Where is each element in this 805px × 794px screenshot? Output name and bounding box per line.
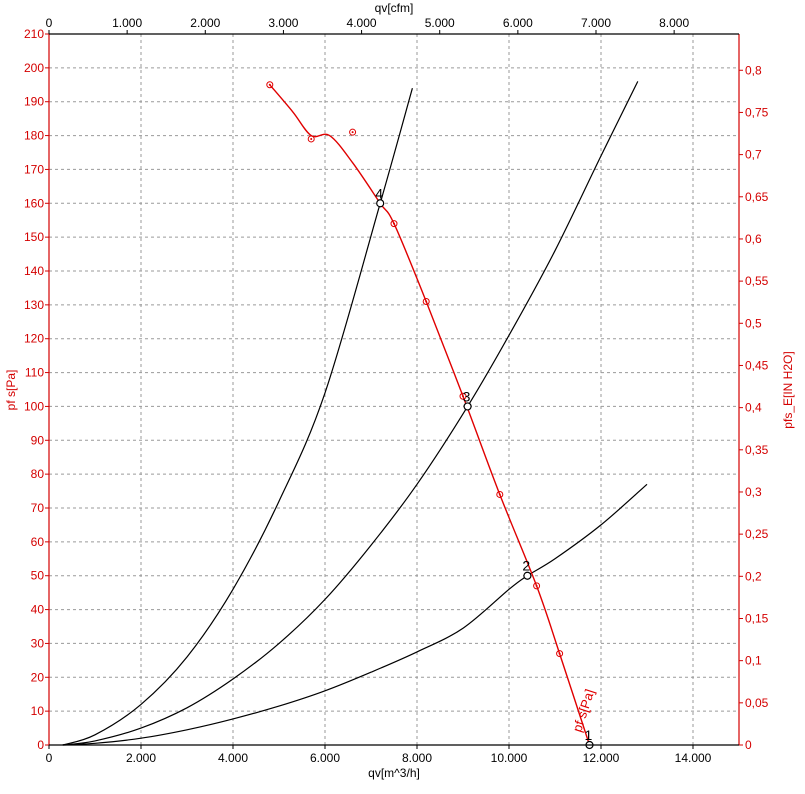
y2-tick-label: 0,5 xyxy=(745,316,762,330)
y2-tick-label: 0,3 xyxy=(745,485,762,499)
system-curve-line-2 xyxy=(62,81,639,746)
y2-tick-label: 0,65 xyxy=(745,190,769,204)
x-tick-label: 12.000 xyxy=(583,751,620,765)
fan-marker-dot xyxy=(268,83,271,86)
operating-point-label: 1 xyxy=(585,727,593,743)
y-tick-label: 10 xyxy=(31,704,45,718)
y-tick-label: 150 xyxy=(24,230,44,244)
fan-marker xyxy=(307,135,315,143)
fan-marker xyxy=(496,490,504,498)
y-tick-label: 210 xyxy=(24,27,44,41)
system-curve-line-1 xyxy=(62,88,413,746)
x2-axis-title: qv[cfm] xyxy=(375,1,414,15)
x2-tick-label: 3.000 xyxy=(268,16,298,30)
fan-markers xyxy=(266,81,564,658)
y-axis-title: pf s[Pa] xyxy=(4,370,18,411)
y-tick-label: 160 xyxy=(24,196,44,210)
x-tick-label: 6.000 xyxy=(310,751,340,765)
x2-tick-label: 7.000 xyxy=(581,16,611,30)
y-tick-label: 190 xyxy=(24,95,44,109)
x2-tick-label: 5.000 xyxy=(425,16,455,30)
y-tick-label: 80 xyxy=(31,467,45,481)
y-tick-label: 170 xyxy=(24,162,44,176)
y-tick-label: 50 xyxy=(31,569,45,583)
fan-marker-dot xyxy=(462,395,464,398)
y-tick-label: 20 xyxy=(31,670,45,684)
fan-marker-dot xyxy=(351,131,354,134)
y2-tick-label: 0,8 xyxy=(745,63,762,77)
y2-tick-label: 0,4 xyxy=(745,401,762,415)
system-curve-line-3 xyxy=(62,483,648,746)
y2-tick-label: 0,15 xyxy=(745,611,769,625)
y-tick-label: 30 xyxy=(31,636,45,650)
axes xyxy=(48,33,740,746)
fan-marker xyxy=(533,582,541,590)
y2-tick-label: 0,1 xyxy=(745,654,762,668)
operating-point-label: 2 xyxy=(522,558,530,574)
grid-lines xyxy=(48,33,739,746)
fan-marker xyxy=(266,81,274,89)
x-tick-label: 14.000 xyxy=(675,751,712,765)
fan-marker xyxy=(459,392,467,400)
fan-marker-dot xyxy=(558,652,561,655)
x-tick-label: 8.000 xyxy=(402,751,432,765)
y-tick-label: 180 xyxy=(24,129,44,143)
x2-tick-label: 0 xyxy=(46,16,53,30)
fan-marker xyxy=(390,220,398,228)
fan-marker xyxy=(422,297,430,305)
x2-tick-label: 8.000 xyxy=(659,16,689,30)
y-tick-label: 40 xyxy=(31,603,45,617)
y-tick-label: 90 xyxy=(31,433,45,447)
y2-tick-label: 0,25 xyxy=(745,527,769,541)
x-tick-label: 10.000 xyxy=(491,751,528,765)
fan-marker xyxy=(349,128,357,136)
y2-tick-label: 0,45 xyxy=(745,358,769,372)
operating-point xyxy=(523,571,532,580)
y-tick-label: 110 xyxy=(25,366,44,380)
fan-marker xyxy=(556,650,564,658)
operating-point-label: 4 xyxy=(375,185,383,201)
system-curves xyxy=(62,81,648,746)
y2-tick-label: 0,7 xyxy=(745,148,762,162)
y2-tick-label: 0 xyxy=(745,738,752,752)
y2-tick-label: 0,05 xyxy=(745,696,769,710)
operating-point-label: 3 xyxy=(463,388,471,404)
y-tick-label: 120 xyxy=(24,332,44,346)
x2-tick-label: 4.000 xyxy=(347,16,377,30)
x2-tick-label: 1.000 xyxy=(112,16,142,30)
tick-labels: 0102030405060708090100110120130140150160… xyxy=(24,16,769,765)
fan-marker-dot xyxy=(498,493,501,496)
fan-marker-dot xyxy=(535,584,538,587)
x-tick-label: 0 xyxy=(46,751,53,765)
x2-tick-label: 6.000 xyxy=(503,16,533,30)
y-tick-label: 200 xyxy=(24,61,44,75)
y2-tick-label: 0,75 xyxy=(745,105,769,119)
x-tick-label: 2.000 xyxy=(126,751,156,765)
y-tick-label: 100 xyxy=(24,399,44,413)
operating-point xyxy=(376,199,385,208)
fan-marker-dot xyxy=(310,137,313,140)
y-tick-label: 60 xyxy=(31,535,45,549)
x-axis-title: qv[m^3/h] xyxy=(368,766,420,780)
operating-point xyxy=(463,402,472,411)
y2-axis-title: pfs_E[IN H2O] xyxy=(781,351,795,428)
y-tick-label: 140 xyxy=(24,264,44,278)
y2-tick-label: 0,55 xyxy=(745,274,769,288)
fan-marker-dot xyxy=(393,222,395,225)
fan-marker-dot xyxy=(425,300,428,303)
y-tick-label: 130 xyxy=(24,298,44,312)
y2-tick-label: 0,2 xyxy=(745,569,762,583)
y-tick-label: 70 xyxy=(31,501,45,515)
y2-tick-label: 0,35 xyxy=(745,443,769,457)
x2-tick-label: 2.000 xyxy=(190,16,220,30)
y-tick-label: 0 xyxy=(37,738,44,752)
plot-area xyxy=(49,34,739,745)
y2-tick-label: 0,6 xyxy=(745,232,762,246)
x-tick-label: 4.000 xyxy=(218,751,248,765)
